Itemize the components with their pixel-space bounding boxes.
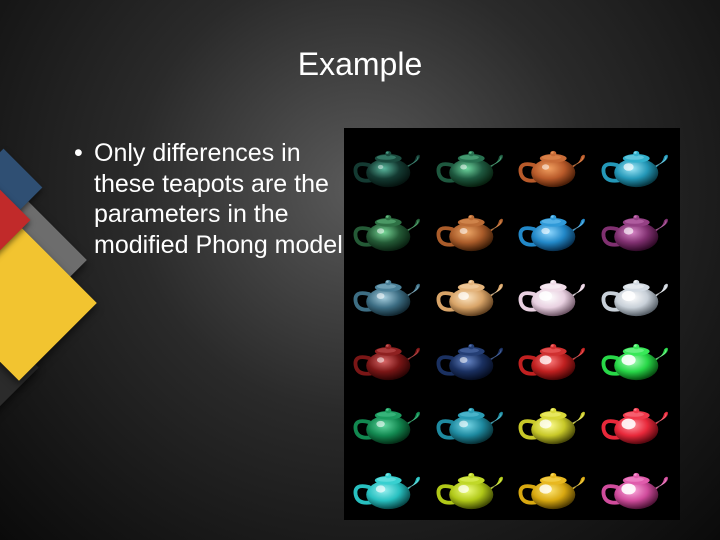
teapot-cell xyxy=(348,132,429,194)
teapot-cell xyxy=(348,389,429,451)
teapot-cell xyxy=(348,325,429,387)
teapot-cell xyxy=(596,132,677,194)
teapot-cell xyxy=(513,325,594,387)
teapot-cell xyxy=(348,196,429,258)
teapot-cell xyxy=(431,196,512,258)
slide-title: Example xyxy=(0,46,720,83)
slide: Example Only differences in these teapot… xyxy=(0,0,720,540)
teapot-cell xyxy=(596,261,677,323)
teapot-cell xyxy=(431,389,512,451)
teapot-cell xyxy=(513,261,594,323)
teapot-cell xyxy=(431,132,512,194)
teapot-cell xyxy=(596,389,677,451)
teapot-cell xyxy=(348,261,429,323)
slide-bullet: Only differences in these teapots are th… xyxy=(94,138,354,260)
teapot-cell xyxy=(431,325,512,387)
teapot-cell xyxy=(431,261,512,323)
teapot-cell xyxy=(596,454,677,516)
teapot-cell xyxy=(513,389,594,451)
teapot-cell xyxy=(596,325,677,387)
teapot-cell xyxy=(513,132,594,194)
teapot-grid xyxy=(344,128,680,520)
teapot-cell xyxy=(348,454,429,516)
teapot-cell xyxy=(431,454,512,516)
teapot-cell xyxy=(513,196,594,258)
teapot-cell xyxy=(513,454,594,516)
accent-shapes xyxy=(0,130,102,410)
teapot-cell xyxy=(596,196,677,258)
